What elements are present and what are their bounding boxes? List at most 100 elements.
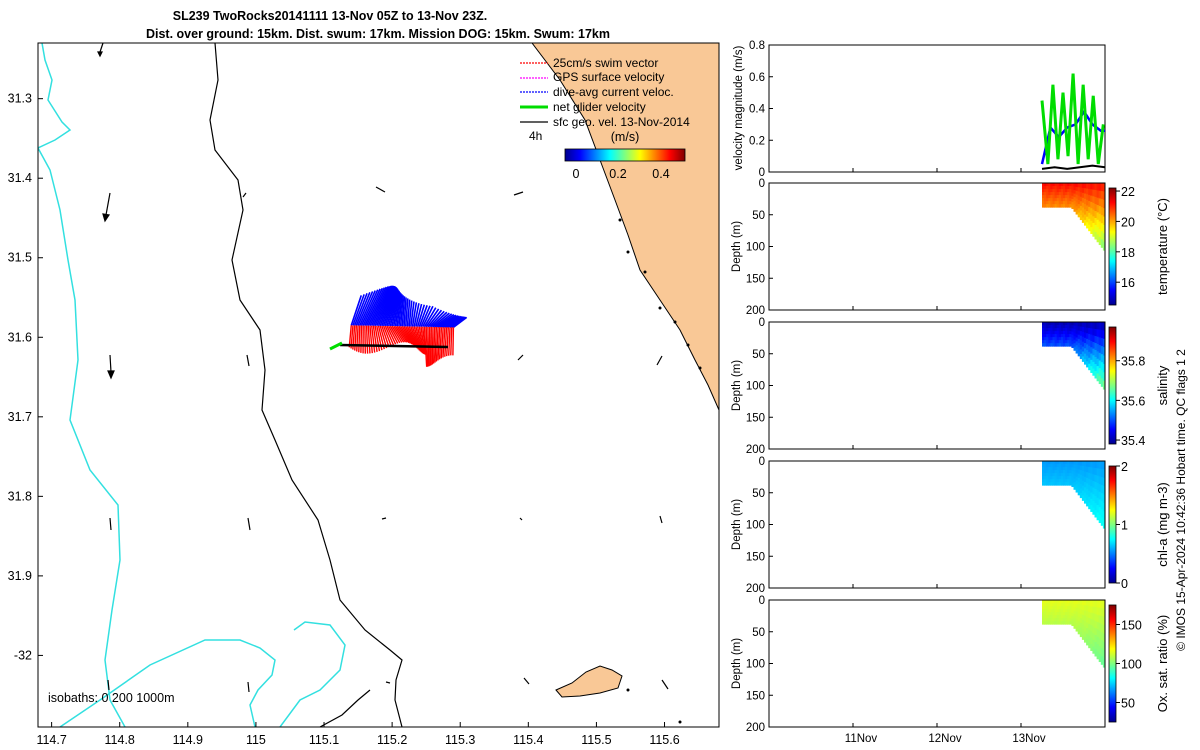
- dive-avg-vector: [364, 287, 384, 326]
- oxygen-cell: [1071, 603, 1074, 607]
- chl-a-cell: [1060, 470, 1064, 474]
- oxygen-cell: [1094, 613, 1098, 622]
- colorbar-units: (m/s): [611, 130, 639, 144]
- salinity-cell: [1060, 343, 1064, 347]
- salinity-cell: [1098, 337, 1102, 346]
- chl-a-cell: [1094, 461, 1098, 469]
- dive-avg-vector: [355, 292, 371, 326]
- dive-avg-vector: [425, 308, 440, 328]
- temperature-cell: [1050, 198, 1053, 202]
- chl-a-cell: [1084, 492, 1087, 499]
- temperature-cell: [1092, 183, 1095, 191]
- oxygen-cell: [1079, 604, 1083, 610]
- temperature-cell: [1098, 198, 1102, 207]
- swim-vector: [365, 325, 369, 354]
- oxygen-cell: [1102, 616, 1106, 626]
- oxygen-cell: [1100, 632, 1104, 641]
- chl-a-cell: [1067, 473, 1070, 477]
- temperature-cell: [1063, 189, 1066, 193]
- salinity-cell: [1058, 337, 1062, 341]
- salinity-cell: [1088, 327, 1091, 335]
- oxygen-cell: [1084, 626, 1087, 633]
- salinity-cell: [1067, 325, 1070, 329]
- temperature-cell: [1052, 189, 1056, 193]
- salinity-cell: [1048, 325, 1051, 329]
- oxygen-cell: [1044, 603, 1047, 607]
- salinity-cell: [1090, 340, 1093, 348]
- swim-vector: [406, 326, 417, 348]
- oxygen-cell: [1071, 619, 1074, 623]
- oxygen-cell: [1042, 600, 1045, 604]
- salinity-cell: [1094, 342, 1098, 351]
- salinity-cell: [1075, 333, 1079, 339]
- salinity-cell: [1048, 331, 1051, 335]
- chl-a-cell: [1098, 461, 1102, 470]
- chl-a-cell: [1058, 482, 1062, 486]
- temperature-y-tick-label: 100: [746, 242, 765, 254]
- swim-vector: [386, 325, 397, 345]
- dive-avg-vector: [442, 315, 462, 328]
- temperature-cell: [1042, 204, 1045, 208]
- temperature-cell: [1100, 239, 1104, 248]
- temperature-cell: [1073, 190, 1077, 195]
- oxygen-cell: [1100, 640, 1104, 649]
- salinity-cell: [1042, 322, 1045, 326]
- chl-a-cell: [1071, 470, 1074, 475]
- temperature-cell: [1075, 210, 1079, 215]
- dive-avg-vector: [359, 290, 376, 326]
- temperature-cell: [1069, 204, 1072, 208]
- oxygen-colorbar-label: Ox. sat. ratio (%): [1155, 615, 1170, 713]
- dive-avg-vector: [437, 314, 457, 328]
- temperature-cell: [1077, 212, 1081, 218]
- chl-a-cell: [1096, 461, 1100, 469]
- chl-a-cell: [1081, 485, 1085, 492]
- chl-a-cell: [1092, 494, 1095, 502]
- temperature-cell: [1088, 206, 1091, 214]
- dive-avg-vector: [423, 307, 437, 328]
- salinity-cell: [1063, 343, 1066, 347]
- temperature-cell: [1102, 183, 1106, 192]
- oxygen-cell: [1056, 612, 1060, 616]
- oxygen-cell: [1090, 612, 1093, 620]
- chl-a-cell: [1067, 467, 1070, 471]
- chl-a-cell: [1102, 502, 1106, 512]
- salinity-cell: [1092, 348, 1095, 356]
- temperature-cell: [1042, 186, 1045, 190]
- salinity-cell: [1054, 331, 1058, 335]
- salinity-cell: [1096, 358, 1100, 367]
- temperature-cell: [1058, 189, 1062, 193]
- chl-a-ylabel: Depth (m): [731, 499, 743, 550]
- dive-avg-vector: [415, 303, 423, 327]
- oxygen-cell: [1069, 615, 1072, 619]
- salinity-cell: [1098, 329, 1102, 338]
- temperature-cell: [1090, 183, 1093, 190]
- chl-a-cell: [1084, 487, 1087, 494]
- dive-avg-vector: [401, 296, 406, 327]
- temperature-cell: [1056, 186, 1060, 190]
- chl-a-cell: [1069, 467, 1072, 471]
- temperature-cell: [1056, 204, 1060, 208]
- salinity-cell: [1052, 343, 1056, 347]
- chl-a-cell: [1042, 482, 1045, 486]
- salinity-cell: [1058, 328, 1062, 332]
- oxygen-cell: [1060, 603, 1064, 607]
- temperature-cell: [1058, 198, 1062, 202]
- chl-a-cell: [1044, 482, 1047, 486]
- dive-avg-vector: [398, 294, 403, 327]
- salinity-cell: [1058, 334, 1062, 338]
- chl-a-cell: [1048, 473, 1051, 477]
- salinity-cell: [1073, 336, 1077, 341]
- temperature-cell: [1042, 195, 1045, 199]
- temperature-cell: [1069, 192, 1072, 196]
- salinity-cell: [1084, 348, 1087, 355]
- map-y-tick-label: 31.9: [8, 569, 32, 583]
- temperature-cell: [1050, 204, 1053, 208]
- chl-a-cell: [1056, 464, 1060, 468]
- temperature-cell: [1052, 183, 1056, 187]
- chl-a-cell: [1052, 467, 1056, 471]
- dive-avg-vector: [394, 292, 401, 327]
- oxygen-cell: [1100, 616, 1104, 625]
- chl-a-cell: [1067, 464, 1070, 468]
- geo-arrow: [519, 517, 523, 521]
- temperature-cell: [1096, 205, 1100, 213]
